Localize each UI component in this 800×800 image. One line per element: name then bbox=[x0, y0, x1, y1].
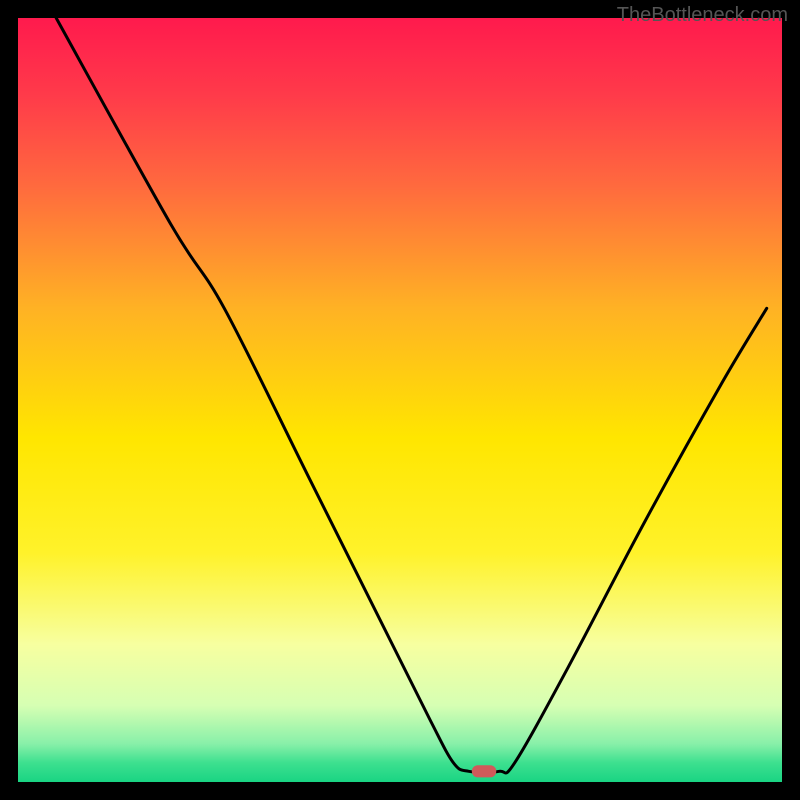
optimal-point-marker bbox=[472, 765, 496, 777]
plot-background bbox=[18, 18, 782, 782]
watermark-text: TheBottleneck.com bbox=[617, 4, 788, 27]
bottleneck-chart: TheBottleneck.com bbox=[0, 0, 800, 800]
chart-svg bbox=[0, 0, 800, 800]
